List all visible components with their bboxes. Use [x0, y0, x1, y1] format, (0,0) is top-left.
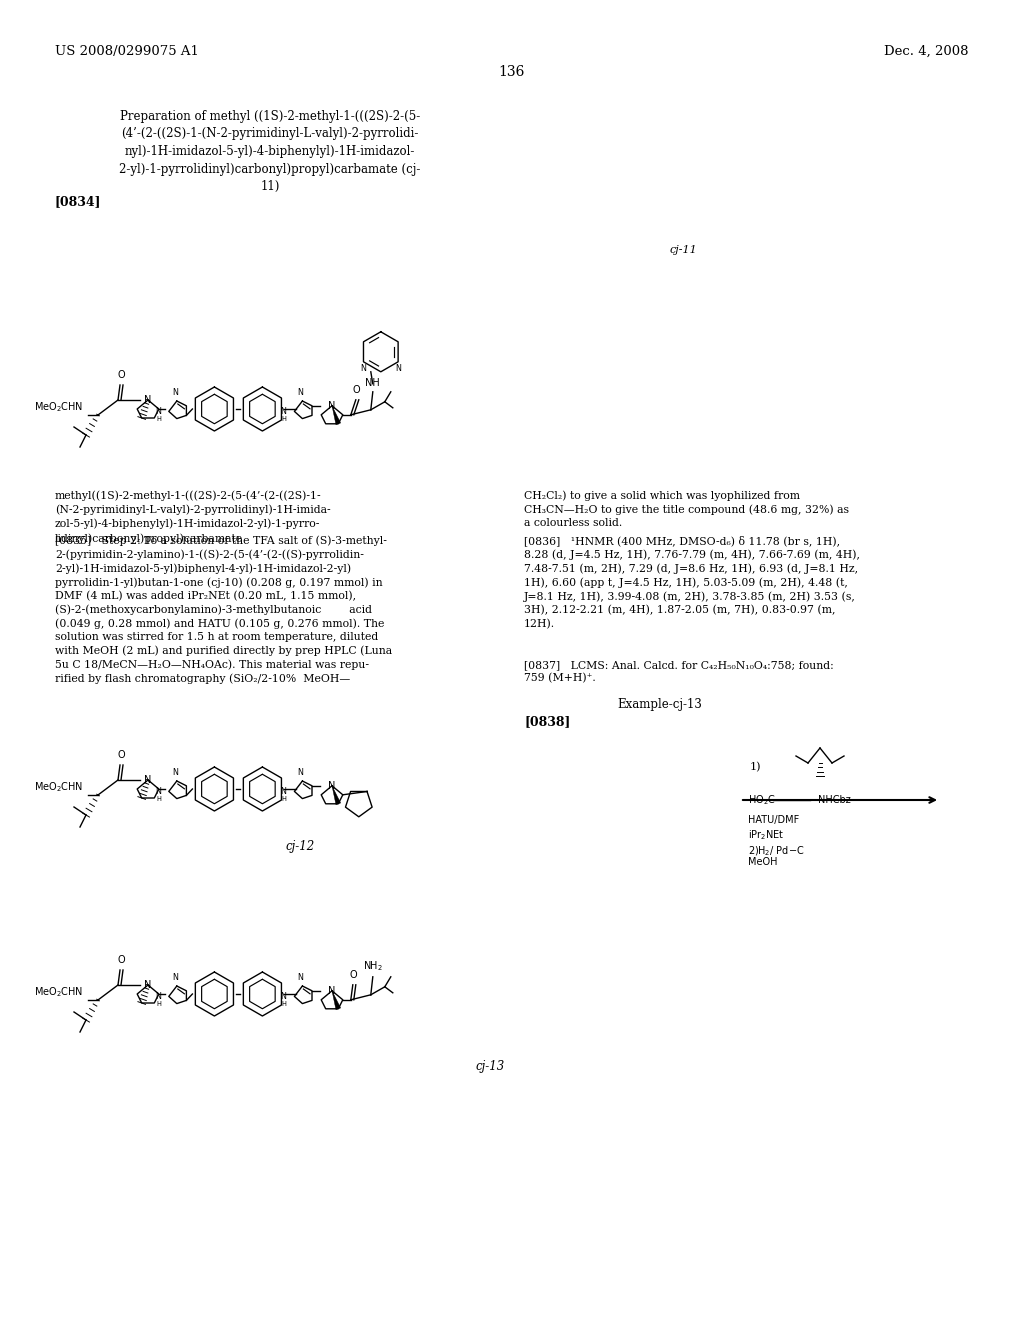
Text: N: N: [281, 991, 287, 1001]
Text: N: N: [172, 768, 178, 777]
Text: MeO$_2$CHN: MeO$_2$CHN: [34, 985, 83, 999]
Text: N: N: [395, 364, 401, 372]
Text: N: N: [328, 781, 336, 791]
Text: 2)H$_2$/ Pd$\mathsf{-}$C: 2)H$_2$/ Pd$\mathsf{-}$C: [748, 843, 805, 858]
Text: [0836]   ¹HNMR (400 MHz, DMSO-d₆) δ 11.78 (br s, 1H),
8.28 (d, J=4.5 Hz, 1H), 7.: [0836] ¹HNMR (400 MHz, DMSO-d₆) δ 11.78 …: [524, 535, 860, 630]
Text: [0835]   Step 2: To a solution of the TFA salt of (S)-3-methyl-
2-(pyrimidin-2-y: [0835] Step 2: To a solution of the TFA …: [55, 535, 392, 684]
Text: NH$_2$: NH$_2$: [362, 960, 383, 973]
Text: N: N: [155, 991, 161, 1001]
Text: N: N: [360, 364, 367, 372]
Text: O: O: [350, 970, 357, 979]
Text: O: O: [117, 750, 125, 760]
Text: N: N: [297, 388, 303, 397]
Text: HATU/DMF: HATU/DMF: [748, 814, 800, 825]
Text: iPr$_2$NEt: iPr$_2$NEt: [748, 828, 784, 842]
Text: US 2008/0299075 A1: US 2008/0299075 A1: [55, 45, 199, 58]
Text: HO$_2$C: HO$_2$C: [748, 793, 776, 807]
Text: Example-cj-13: Example-cj-13: [617, 698, 702, 711]
Text: N: N: [144, 395, 152, 405]
Text: N: N: [281, 407, 287, 416]
Text: 1): 1): [750, 762, 762, 772]
Text: H: H: [156, 416, 161, 422]
Text: N: N: [144, 979, 152, 990]
Text: cj-11: cj-11: [670, 246, 697, 255]
Text: MeOH: MeOH: [748, 857, 777, 867]
Text: N: N: [155, 407, 161, 416]
Polygon shape: [332, 785, 341, 805]
Text: NH: NH: [366, 378, 380, 388]
Text: cj-13: cj-13: [475, 1060, 505, 1073]
Text: MeO$_2$CHN: MeO$_2$CHN: [34, 780, 83, 793]
Text: [0838]: [0838]: [524, 715, 570, 729]
Text: O: O: [117, 954, 125, 965]
Text: H: H: [156, 796, 161, 803]
Text: methyl((1S)-2-methyl-1-(((2S)-2-(5-(4’-(2-((2S)-1-
(N-2-pyrimidinyl-L-valyl)-2-p: methyl((1S)-2-methyl-1-(((2S)-2-(5-(4’-(…: [55, 490, 331, 544]
Text: N: N: [328, 986, 336, 995]
Text: N: N: [328, 401, 336, 411]
Text: N: N: [172, 973, 178, 982]
Text: [0837]   LCMS: Anal. Calcd. for C₄₂H₅₀N₁₀O₄:758; found:
759 (M+H)⁺.: [0837] LCMS: Anal. Calcd. for C₄₂H₅₀N₁₀O…: [524, 660, 834, 684]
Text: N: N: [297, 768, 303, 777]
Text: 136: 136: [499, 65, 525, 79]
Polygon shape: [332, 405, 341, 425]
Text: N: N: [297, 973, 303, 982]
Text: H: H: [282, 1002, 287, 1007]
Text: NHCbz: NHCbz: [818, 795, 851, 805]
Text: MeO$_2$CHN: MeO$_2$CHN: [34, 400, 83, 414]
Text: H: H: [282, 416, 287, 422]
Text: O: O: [353, 385, 360, 395]
Text: O: O: [117, 370, 125, 380]
Text: H: H: [282, 796, 287, 803]
Text: CH₂Cl₂) to give a solid which was lyophilized from
CH₃CN—H₂O to give the title c: CH₂Cl₂) to give a solid which was lyophi…: [524, 490, 849, 528]
Text: Preparation of methyl ((1S)-2-methyl-1-(((2S)-2-(5-
(4’-(2-((2S)-1-(N-2-pyrimidi: Preparation of methyl ((1S)-2-methyl-1-(…: [120, 110, 421, 193]
Text: Dec. 4, 2008: Dec. 4, 2008: [885, 45, 969, 58]
Text: [0834]: [0834]: [55, 195, 101, 209]
Text: N: N: [155, 787, 161, 796]
Text: N: N: [144, 775, 152, 785]
Text: N: N: [281, 787, 287, 796]
Text: H: H: [156, 1002, 161, 1007]
Text: N: N: [172, 388, 178, 397]
Text: cj-12: cj-12: [286, 840, 314, 853]
Polygon shape: [332, 991, 341, 1010]
